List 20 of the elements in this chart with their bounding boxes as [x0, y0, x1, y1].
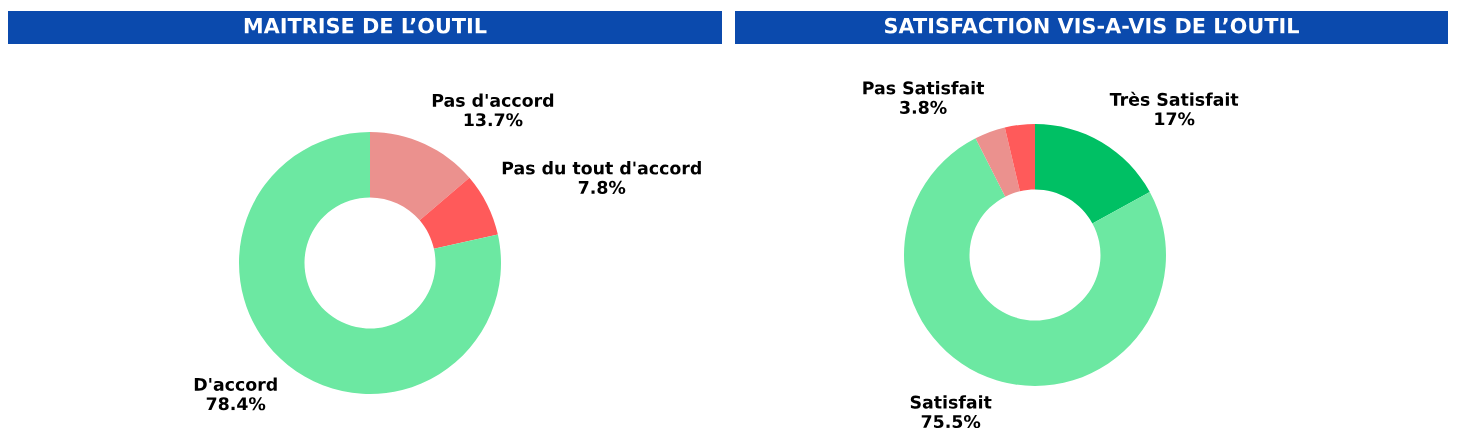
donut-slice [419, 177, 498, 249]
chart-title: MAITRISE DE L’OUTIL [244, 17, 487, 34]
data-label: 7.8% [578, 180, 626, 194]
slice-label: Pas Satisfait [863, 81, 985, 95]
slice-label: D'accord [194, 377, 277, 391]
data-label: 78.4% [206, 397, 266, 411]
slice-label: Pas d'accord [432, 93, 554, 107]
data-label: 17% [1155, 112, 1195, 126]
data-label: 75.5% [921, 414, 981, 429]
donut-slice [904, 138, 1166, 386]
slice-label: Satisfait [910, 395, 992, 409]
donut-slice [370, 132, 470, 221]
donut-slice [1035, 124, 1150, 224]
data-label: 13.7% [464, 113, 523, 127]
donut-slice [1004, 124, 1035, 192]
slice-label: Très Satisfait [1109, 91, 1239, 106]
data-label: 3.8% [900, 100, 947, 114]
slice-label: Pas du tout d'accord [502, 161, 701, 175]
chart-title: SATISFACTION VIS-A-VIS DE L’OUTIL [884, 17, 1299, 34]
donut-slice [975, 127, 1020, 197]
